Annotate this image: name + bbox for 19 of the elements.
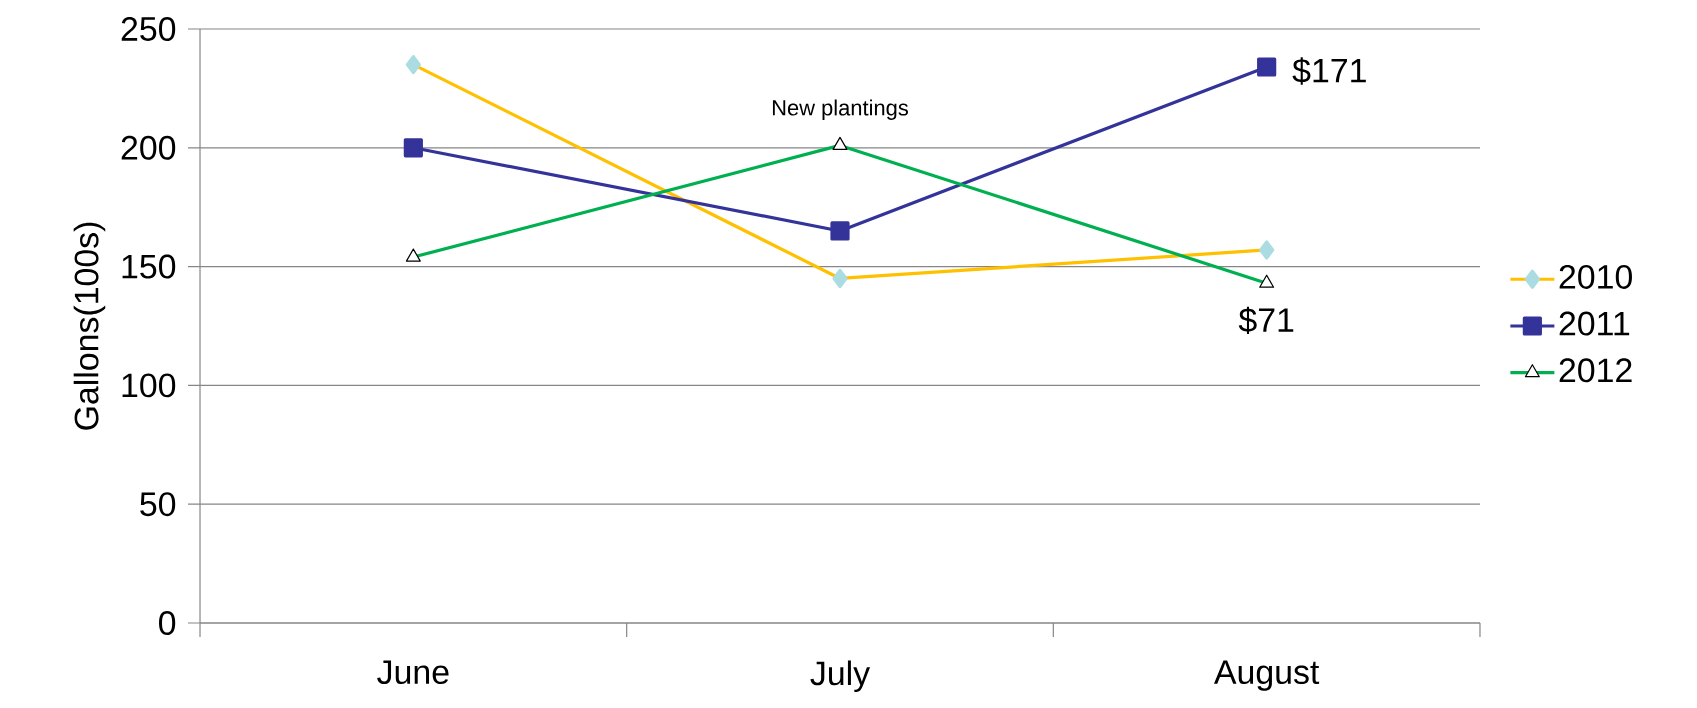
x-tick-label: July	[810, 660, 871, 693]
legend-label: 2012	[1559, 358, 1632, 383]
x-tick-label: June	[377, 660, 449, 685]
point	[1257, 57, 1277, 77]
point	[403, 138, 423, 158]
y-tick-label: 150	[122, 254, 176, 279]
x-tick-label: August	[1213, 660, 1320, 691]
annotation: $71	[1238, 306, 1294, 335]
legend-label: 2011	[1559, 311, 1630, 336]
y-tick-label: 0	[159, 610, 176, 635]
point	[830, 221, 850, 241]
y-tick-label: 100	[122, 373, 176, 398]
y-tick-label: 50	[140, 492, 176, 517]
legend-label: 2010	[1559, 264, 1632, 289]
annotation: $171	[1292, 57, 1366, 85]
y-tick-label: 200	[121, 135, 176, 160]
y-axis-title: Gallons(100s)	[73, 222, 106, 430]
y-tick-label: 250	[121, 16, 176, 41]
annotation: New plantings	[772, 99, 908, 120]
